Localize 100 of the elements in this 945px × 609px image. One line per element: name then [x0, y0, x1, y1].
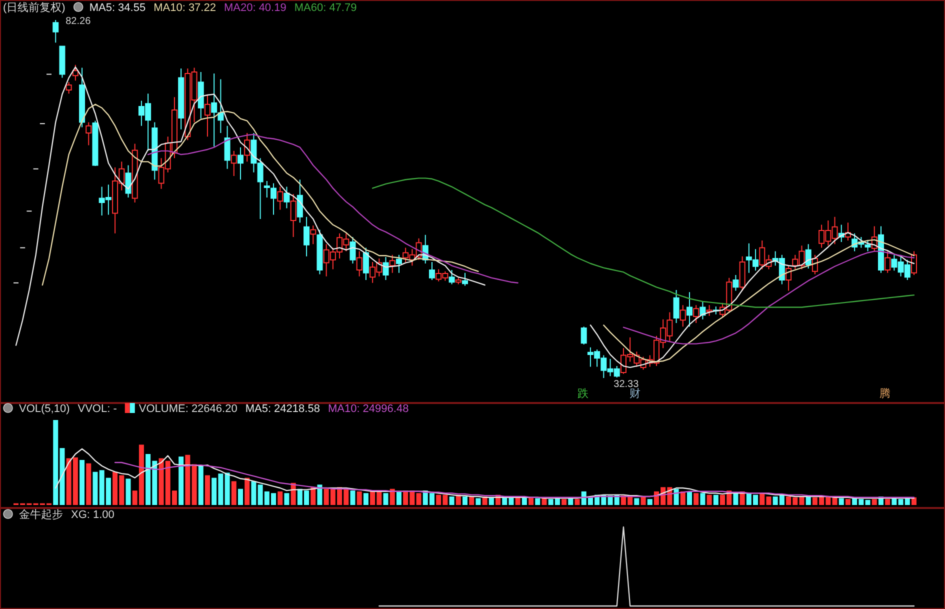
candlestick — [92, 120, 98, 166]
candlestick — [238, 146, 244, 180]
candlestick — [864, 239, 871, 252]
text: MA5: 34.55 — [89, 2, 146, 14]
bar — [198, 466, 204, 505]
bar — [284, 493, 290, 505]
bar — [86, 463, 92, 505]
bar — [192, 464, 197, 505]
candlestick — [310, 224, 316, 245]
candlestick — [455, 277, 462, 285]
bar — [185, 454, 190, 505]
candlestick — [356, 250, 362, 277]
bar — [80, 460, 85, 505]
bar — [390, 488, 395, 505]
bar — [396, 491, 402, 505]
candlestick — [396, 254, 402, 274]
candlestick — [911, 250, 917, 276]
candlestick — [79, 67, 86, 128]
bar — [363, 493, 368, 505]
candlestick — [244, 132, 250, 162]
candlestick — [739, 256, 746, 292]
bar — [449, 496, 454, 505]
candlestick — [448, 269, 455, 285]
bar — [706, 494, 712, 505]
candlestick — [204, 94, 210, 138]
candlestick — [66, 82, 72, 94]
legend-label: VOLUME: 22646.20 — [138, 403, 238, 415]
candlestick — [693, 304, 700, 324]
text: MA60: 47.79 — [294, 2, 357, 14]
bar — [462, 496, 468, 505]
candlestick — [198, 72, 204, 120]
bar — [562, 499, 567, 505]
bar — [680, 491, 686, 505]
candlestick — [224, 125, 230, 170]
bar — [700, 493, 706, 505]
candlestick — [290, 193, 296, 238]
chart-subtitle: VVOL: - — [78, 403, 118, 415]
bar — [178, 456, 184, 505]
bar — [317, 484, 322, 505]
candlestick — [230, 150, 237, 177]
candlestick — [362, 247, 369, 280]
bar — [838, 498, 844, 505]
bar — [92, 472, 98, 505]
bar — [694, 493, 699, 505]
annotation: 82.26 — [66, 16, 92, 27]
candlestick — [296, 179, 303, 224]
candlestick — [732, 274, 739, 292]
bar — [231, 481, 236, 505]
text: MA10: 37.22 — [154, 2, 216, 14]
candlestick — [52, 20, 59, 44]
bar — [251, 481, 256, 505]
candlestick — [86, 122, 92, 146]
candlestick — [382, 256, 389, 280]
candlestick — [686, 292, 692, 328]
bar — [204, 475, 210, 505]
candlestick — [316, 229, 323, 275]
bar — [845, 499, 850, 505]
candlestick — [178, 68, 184, 130]
bar — [528, 497, 534, 505]
bar — [865, 500, 870, 505]
bar — [488, 497, 494, 505]
bar — [522, 497, 527, 505]
candlestick — [72, 64, 78, 82]
candlestick — [125, 164, 132, 198]
chart-title: 金牛起步 — [19, 508, 63, 521]
bar — [416, 493, 422, 505]
bar — [872, 499, 877, 505]
bar — [647, 499, 652, 505]
candlestick — [700, 300, 706, 320]
candlestick — [152, 122, 158, 180]
candlestick — [805, 244, 812, 270]
candlestick — [218, 78, 224, 134]
bar — [383, 493, 388, 505]
text: MA20: 40.19 — [224, 2, 286, 14]
candlestick — [680, 304, 686, 328]
candlestick — [350, 236, 356, 264]
text: 腾 — [880, 388, 890, 400]
text: XG: 1.00 — [71, 509, 114, 521]
candlestick — [389, 254, 396, 274]
bar — [733, 493, 738, 505]
candlestick — [673, 290, 680, 324]
bar — [806, 496, 811, 505]
bar — [634, 498, 640, 505]
bar — [687, 491, 692, 505]
bar — [476, 498, 481, 505]
candlestick — [428, 262, 435, 280]
candlestick — [277, 186, 284, 210]
candlestick — [284, 186, 290, 209]
candlestick — [884, 250, 891, 274]
bar — [832, 497, 838, 505]
bar — [244, 478, 250, 505]
candlestick — [580, 326, 587, 346]
bar — [640, 496, 646, 505]
text: 财 — [630, 387, 640, 400]
candlestick — [304, 216, 310, 257]
bar — [799, 496, 804, 505]
candlestick — [462, 272, 468, 286]
bar — [224, 472, 230, 505]
bar — [238, 488, 243, 505]
bar — [713, 494, 718, 505]
